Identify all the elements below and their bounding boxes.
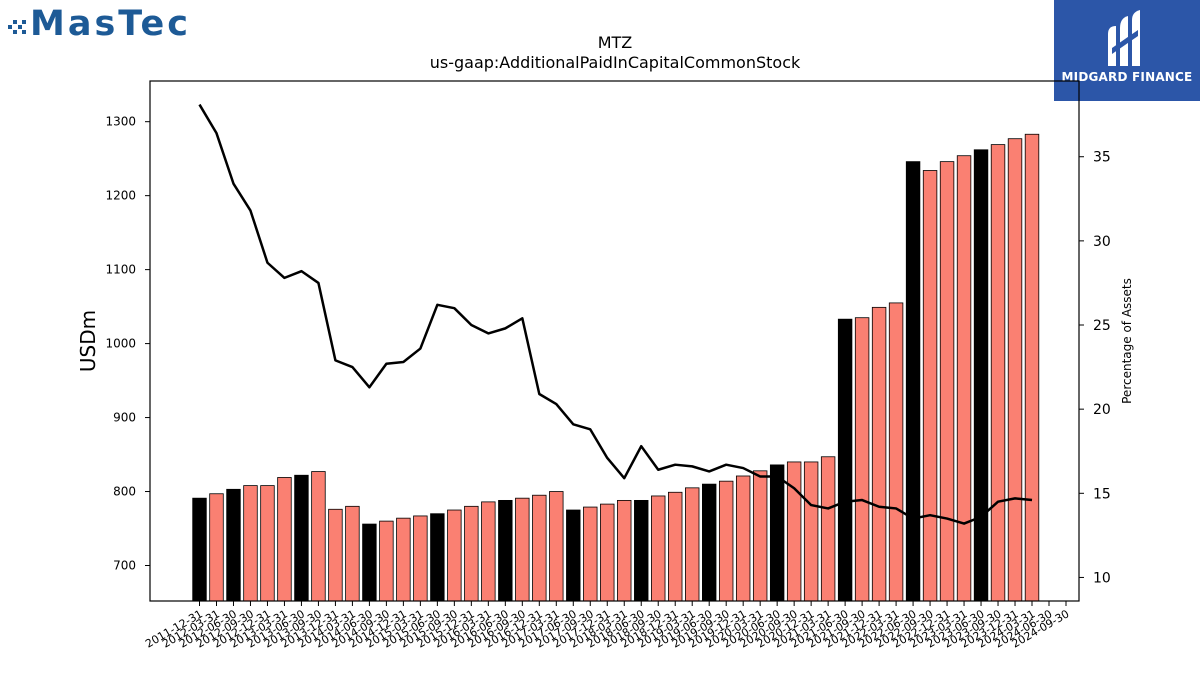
bar	[566, 509, 581, 602]
bar	[243, 485, 258, 602]
bar	[685, 487, 700, 602]
bar	[311, 471, 326, 602]
bar	[549, 491, 564, 602]
bar	[583, 506, 598, 602]
mastec-logo-mark-icon	[8, 20, 26, 34]
bar	[600, 503, 615, 602]
bar	[888, 302, 904, 602]
bar	[786, 461, 802, 602]
bar	[277, 477, 292, 602]
y-tick-label: 1200	[105, 189, 136, 203]
y2-tick-label: 35	[1093, 150, 1111, 166]
bar	[464, 505, 479, 602]
bar	[617, 499, 632, 602]
y-tick-label: 700	[113, 558, 136, 572]
bar	[1024, 133, 1040, 602]
bar	[532, 494, 547, 602]
bar	[735, 475, 751, 602]
bar	[413, 515, 428, 602]
bar	[226, 488, 241, 602]
y-axis-label: USDm	[76, 310, 100, 372]
bar	[379, 520, 394, 602]
bar	[345, 505, 360, 602]
chart-title: MTZ	[598, 33, 633, 52]
y2-axis-label: Percentage of Assets	[1120, 278, 1134, 404]
bar	[396, 517, 411, 602]
y-tick-label: 900	[113, 411, 136, 425]
bar	[702, 483, 717, 602]
bar	[905, 161, 921, 602]
y-axis-left: 700 800 900 1000 1100 1200 1300	[105, 115, 150, 572]
chart-subtitle: us-gaap:AdditionalPaidInCapitalCommonSto…	[430, 53, 801, 72]
mastec-logo-text: MasTec	[30, 4, 191, 44]
y-tick-label: 1100	[105, 263, 136, 277]
y2-tick-label: 25	[1093, 318, 1111, 334]
x-axis: 2011-12-312012-03-312012-06-302012-09-30…	[143, 601, 1071, 651]
y2-tick-label: 30	[1093, 234, 1111, 250]
series-line	[198, 103, 1033, 525]
bar	[803, 461, 819, 602]
bar	[956, 155, 972, 602]
bar	[820, 456, 836, 602]
bar	[430, 513, 445, 602]
bar	[871, 306, 887, 602]
bar	[260, 485, 275, 602]
y-tick-label: 800	[113, 485, 136, 499]
bar	[634, 499, 649, 602]
y-tick-label: 1300	[105, 115, 136, 129]
bar	[447, 509, 462, 602]
mastec-logo: MasTec	[8, 4, 191, 44]
bar	[718, 480, 734, 602]
y-tick-label: 1000	[105, 337, 136, 351]
bar	[498, 499, 513, 602]
bar	[328, 508, 343, 602]
bar	[209, 493, 224, 602]
y2-tick-label: 15	[1093, 486, 1111, 502]
bar	[752, 470, 768, 602]
bar	[922, 170, 938, 602]
bar	[1007, 138, 1023, 602]
bar	[362, 523, 377, 602]
y2-tick-label: 20	[1093, 402, 1111, 418]
bar	[939, 161, 955, 602]
midgard-logo-text: MIDGARD FINANCE	[1061, 70, 1193, 84]
bar	[651, 495, 666, 602]
bar	[294, 474, 309, 602]
plot-frame	[149, 80, 1080, 602]
midgard-finance-logo: MIDGARD FINANCE	[1054, 0, 1200, 101]
bar	[481, 501, 496, 602]
bar	[769, 464, 785, 602]
line-group	[198, 103, 1033, 525]
y2-tick-label: 10	[1093, 570, 1111, 586]
bar	[973, 149, 989, 602]
bar	[668, 491, 683, 602]
midgard-logo-mark-icon	[1108, 10, 1140, 66]
y-axis-right: 10 15 20 25 30 35	[1079, 150, 1111, 586]
bar-group	[192, 133, 1040, 602]
bar	[515, 497, 530, 602]
bar	[192, 497, 207, 602]
bar	[854, 317, 870, 602]
bar	[837, 318, 853, 602]
bar	[990, 144, 1006, 602]
